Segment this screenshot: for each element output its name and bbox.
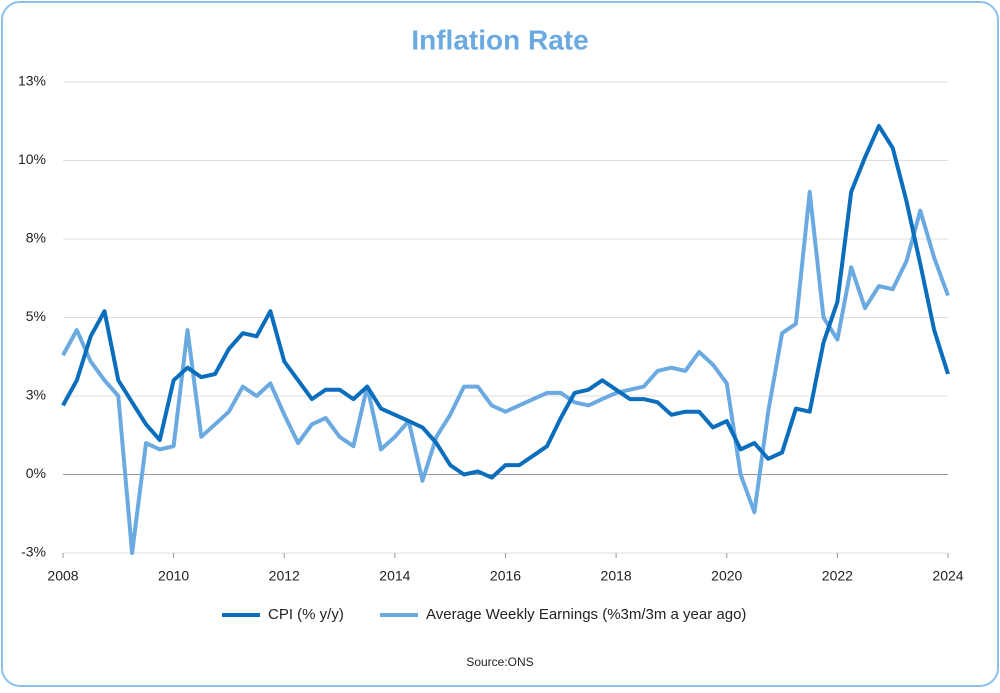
x-tick-label: 2014: [379, 568, 410, 584]
x-tick-label: 2016: [490, 568, 521, 584]
series-line: [61, 124, 950, 480]
x-tick-label: 2012: [269, 568, 300, 584]
y-tick-label: 10%: [18, 151, 46, 167]
x-tick-label: 2024: [932, 568, 963, 584]
series-line: [61, 189, 950, 555]
legend-label: CPI (% y/y): [268, 606, 344, 623]
x-tick-label: 2020: [711, 568, 742, 584]
x-tick-label: 2010: [158, 568, 189, 584]
y-tick-label: 8%: [26, 230, 46, 246]
y-tick-label: 13%: [18, 73, 46, 89]
y-tick-label: 3%: [26, 387, 46, 403]
chart-title: Inflation Rate: [411, 24, 588, 55]
x-tick-label: 2008: [47, 568, 78, 584]
source: Source:ONS: [466, 655, 533, 669]
y-tick-label: -3%: [21, 544, 46, 560]
y-tick-label: 0%: [26, 465, 46, 481]
legend-label: Average Weekly Earnings (%3m/3m a year a…: [426, 606, 746, 623]
x-tick-label: 2018: [601, 568, 632, 584]
y-tick-label: 5%: [26, 308, 46, 324]
x-tick-label: 2022: [822, 568, 853, 584]
